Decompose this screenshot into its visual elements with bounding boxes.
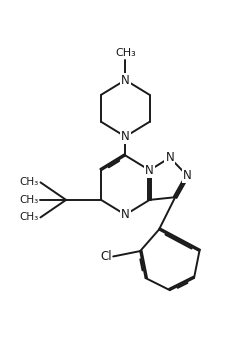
Text: N: N xyxy=(121,130,130,143)
Text: Cl: Cl xyxy=(100,250,112,263)
Text: N: N xyxy=(121,74,130,86)
Text: N: N xyxy=(183,169,192,182)
Text: CH₃: CH₃ xyxy=(19,195,38,205)
Text: CH₃: CH₃ xyxy=(19,177,38,187)
Text: N: N xyxy=(145,164,154,177)
Text: CH₃: CH₃ xyxy=(115,48,136,58)
Text: N: N xyxy=(165,151,174,164)
Text: N: N xyxy=(121,208,130,221)
Text: CH₃: CH₃ xyxy=(19,212,38,222)
